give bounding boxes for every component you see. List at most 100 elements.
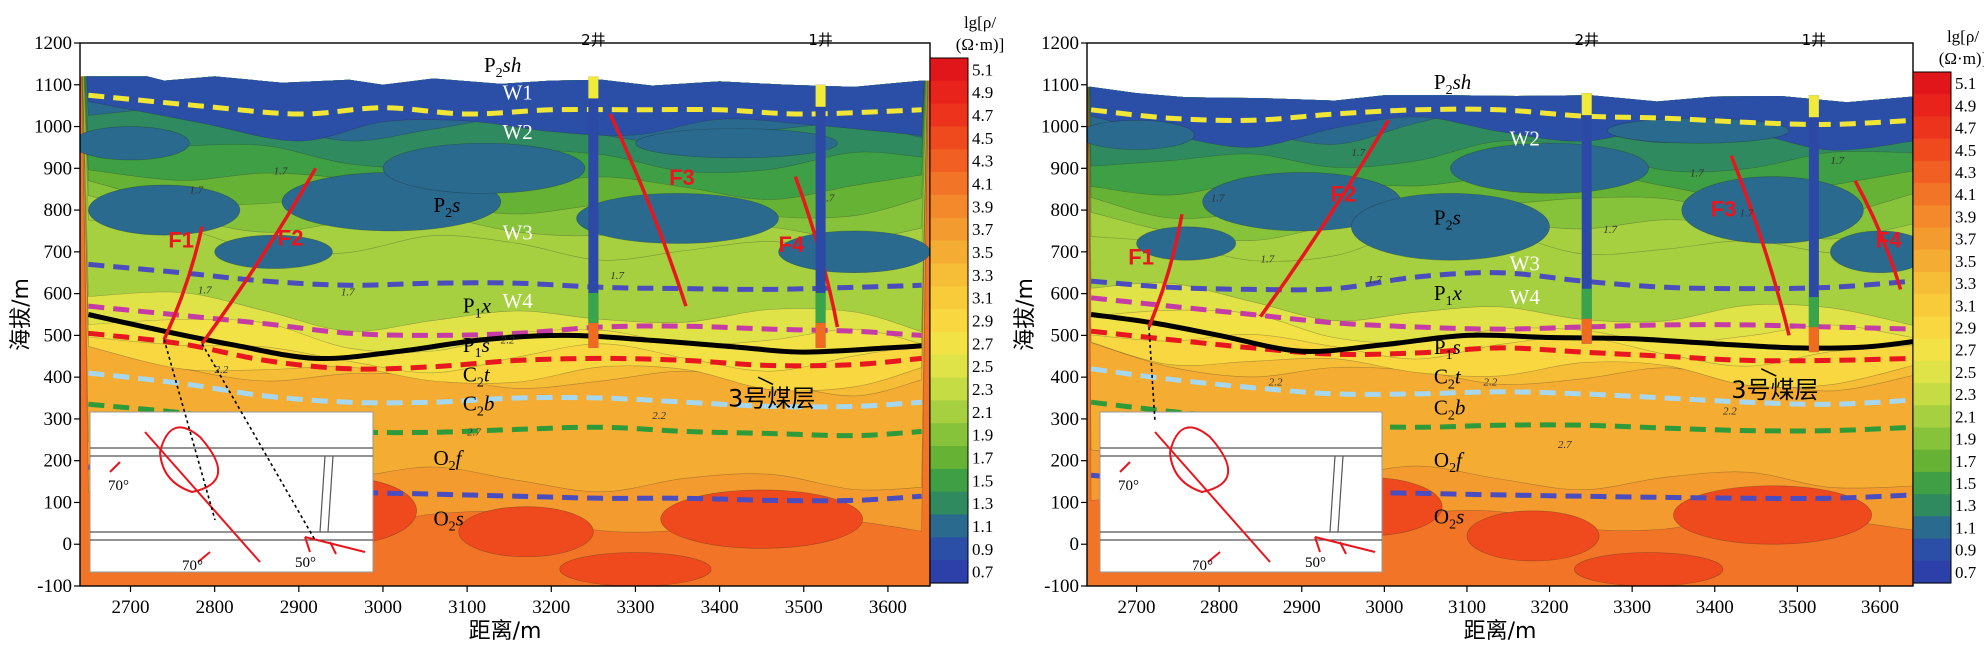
low-resistivity-zone <box>80 126 190 161</box>
aquifer-label: W2 <box>1510 126 1540 150</box>
y-tick-label: 1200 <box>1041 33 1079 54</box>
contour-label: 2.7 <box>467 427 481 439</box>
low-resistivity-zone <box>576 193 779 244</box>
strata-main: P <box>1434 206 1446 230</box>
strata-main: C <box>1434 396 1448 420</box>
colorbar-tick-label: 1.9 <box>972 426 993 445</box>
inset-pointer <box>163 339 216 521</box>
low-resistivity-zone <box>1351 193 1550 261</box>
low-resistivity-zone <box>1087 119 1195 150</box>
well-top-segment <box>588 76 599 99</box>
colorbar-segment <box>1913 183 1951 206</box>
colorbar-tick-label: 2.1 <box>1955 407 1976 426</box>
fault-label: F2 <box>278 226 304 251</box>
fault-label: F1 <box>1128 244 1154 269</box>
aquifer-label: W4 <box>1510 285 1541 309</box>
inset-tick <box>109 461 121 473</box>
colorbar-tick-label: 4.1 <box>972 175 993 194</box>
fault-line <box>1259 119 1391 318</box>
y-tick-label: 700 <box>44 242 73 263</box>
strata-label: O2f <box>433 446 464 474</box>
left-panel: 1.7 1.7 1.7 1.7 1.7 1.7 2.2 2.2 2.2 2.7 2井 1井 W1 W2 W3… <box>9 13 1004 644</box>
colorbar-segment <box>930 309 968 333</box>
colorbar-segment <box>930 400 968 424</box>
colorbar-tick-label: 4.5 <box>1955 141 1976 160</box>
strata-sub: 2 <box>477 375 484 390</box>
strata-sub: 2 <box>1449 461 1456 476</box>
strata-ital: s <box>456 506 464 530</box>
y-tick-label: 600 <box>1051 284 1080 305</box>
colorbar-frame <box>1912 71 1952 584</box>
colorbar-tick-label: 1.5 <box>972 471 993 490</box>
strata-sub: 2 <box>1446 83 1453 98</box>
horizon-line <box>1090 270 1913 293</box>
horizon-line <box>1090 472 1913 502</box>
x-tick-label: 3600 <box>1861 597 1899 618</box>
colorbar-segment <box>1913 560 1951 584</box>
x-tick-label: 3100 <box>448 597 486 618</box>
inset-tick <box>1119 461 1131 473</box>
colorbar-segment <box>1913 227 1951 251</box>
colorbar-tick-label: 3.1 <box>972 289 993 308</box>
colorbar-tick-label: 3.9 <box>972 197 993 216</box>
colorbar-tick-label: 3.3 <box>972 266 993 285</box>
aquifer-label: W3 <box>1510 252 1540 276</box>
coal-seam-line <box>87 312 922 362</box>
colorbar-tick-label: 2.7 <box>972 334 994 353</box>
colorbar-tick-label: 2.9 <box>1955 319 1976 338</box>
y-tick-label: 900 <box>44 158 73 179</box>
strata-ital: f <box>1456 448 1465 472</box>
horizon-line <box>88 330 922 372</box>
inset-pointer <box>201 343 316 541</box>
x-tick-label: 3600 <box>869 597 907 618</box>
contour-label: 1.7 <box>1351 147 1365 159</box>
contour-label: 2.2 <box>652 410 666 422</box>
colorbar-tick-label: 3.1 <box>1955 296 1976 315</box>
strata-label: P1x <box>1434 281 1463 309</box>
contour-label: 2.7 <box>1558 439 1572 451</box>
colorbar-segment <box>930 354 968 379</box>
low-resistivity-zone <box>635 128 838 159</box>
y-tick-label: 1000 <box>1041 117 1079 138</box>
fault-label: F3 <box>669 165 695 190</box>
inset-well-line <box>327 455 334 533</box>
contour-label: 1.7 <box>274 166 288 178</box>
horizon-line <box>1090 328 1913 364</box>
inset-well-line <box>319 455 326 533</box>
inset-tick <box>329 541 337 555</box>
x-tick-label: 2700 <box>111 597 149 618</box>
inset-fault <box>1154 431 1271 563</box>
fault-line <box>1853 180 1903 290</box>
inset-well-line <box>1337 455 1344 533</box>
well-bottom-segment <box>1581 318 1592 344</box>
aquifer-label: W1 <box>502 80 532 104</box>
y-tick-label: 400 <box>44 367 73 388</box>
y-tick-label: 1000 <box>34 117 72 138</box>
well-label: 2井 <box>1574 31 1599 49</box>
contour-label: 1.7 <box>341 287 355 299</box>
strata-label: O2s <box>433 506 463 534</box>
colorbar-tick-label: 5.1 <box>1955 74 1976 93</box>
y-tick-label: 100 <box>1051 492 1080 513</box>
inset-well-line <box>1329 455 1336 533</box>
colorbar-segment <box>1913 94 1951 118</box>
strata-label: O2f <box>1434 448 1465 476</box>
contour-label: 2.2 <box>1269 377 1283 389</box>
inset-fault <box>144 431 261 563</box>
x-tick-label: 2700 <box>1118 597 1156 618</box>
strata-main: P <box>433 193 445 217</box>
y-tick-label: 700 <box>1051 242 1080 263</box>
inset-fault <box>1314 536 1376 553</box>
resistivity-band <box>80 76 930 142</box>
colorbar-tick-label: 2.3 <box>1955 385 1976 404</box>
colorbar-tick-label: 1.3 <box>1955 496 1976 515</box>
x-tick-label: 3400 <box>1696 597 1734 618</box>
strata-main: P <box>1434 281 1446 305</box>
colorbar-segment <box>930 491 968 516</box>
low-resistivity-zone <box>1450 142 1649 194</box>
x-tick-label: 2800 <box>196 597 234 618</box>
colorbar-tick-label: 3.5 <box>1955 252 1976 271</box>
y-tick-label: 0 <box>63 534 73 555</box>
colorbar-segment <box>930 468 968 493</box>
horizon-line <box>1090 295 1913 332</box>
